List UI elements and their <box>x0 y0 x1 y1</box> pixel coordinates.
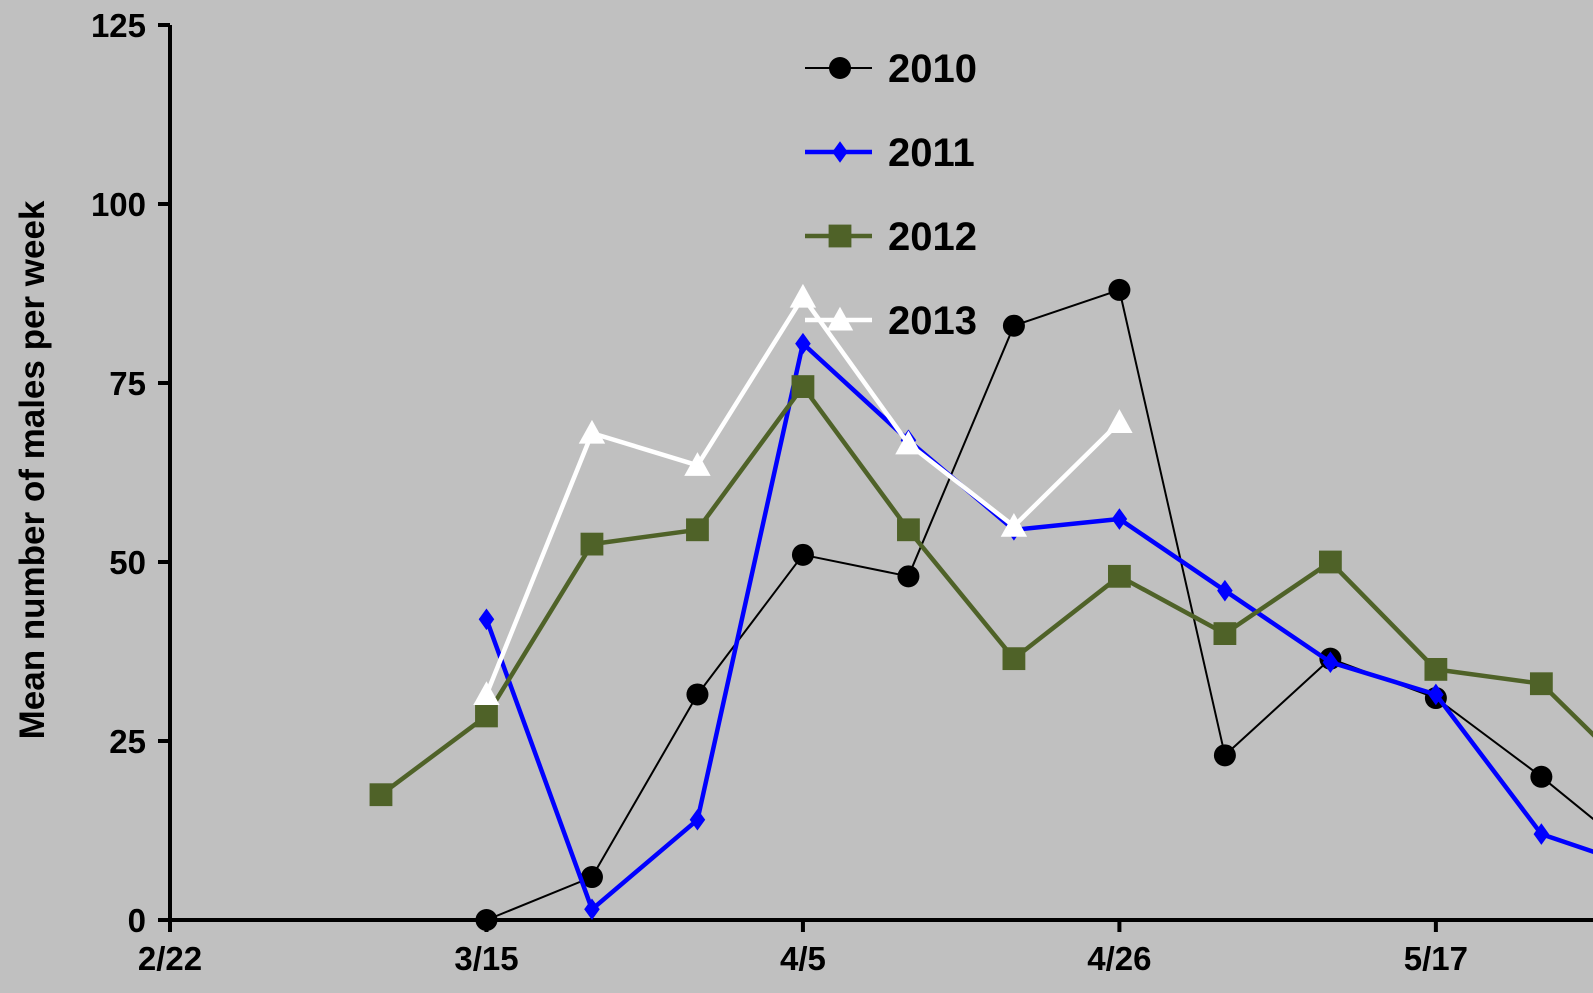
series-line-2010 <box>487 290 1593 920</box>
data-point-2010-4-19 <box>1003 315 1025 337</box>
series-layer <box>370 279 1593 931</box>
data-point-2010-5-3 <box>1214 744 1236 766</box>
y-axis-title: Mean number of males per week <box>13 200 52 739</box>
series-2012 <box>370 375 1593 820</box>
data-point-2011-3-15 <box>479 608 495 630</box>
data-point-2011-3-22 <box>584 898 600 920</box>
data-point-2013-4-26 <box>1106 409 1132 433</box>
data-point-2010-5-24 <box>1530 766 1552 788</box>
data-point-2012-4-26 <box>1108 565 1131 588</box>
data-point-2011-4-26 <box>1112 508 1128 530</box>
series-line-2011 <box>487 344 1593 910</box>
data-point-2010-3-29 <box>686 683 708 705</box>
x-tick-label-4-26: 4/26 <box>1087 940 1151 977</box>
legend-label-2010: 2010 <box>888 47 977 91</box>
legend: 2010 2011 2012 2013 <box>805 47 977 343</box>
x-tick-label-5-17: 5/17 <box>1404 940 1468 977</box>
x-tick-label-3-15: 3/15 <box>454 940 518 977</box>
legend-item-2010: 2010 <box>805 47 977 91</box>
data-point-2012-4-12 <box>897 518 920 541</box>
data-point-2012-3-22 <box>581 533 604 556</box>
y-tick-label-25: 25 <box>109 723 146 760</box>
series-line-2012 <box>381 387 1593 809</box>
data-point-2010-3-15 <box>475 909 497 931</box>
data-point-2012-3-8 <box>370 783 393 806</box>
y-tick-label-50: 50 <box>109 544 146 581</box>
data-point-2012-5-10 <box>1319 551 1342 574</box>
legend-label-2011: 2011 <box>888 131 975 175</box>
data-point-2013-3-15 <box>473 681 499 705</box>
y-tick-label-75: 75 <box>109 365 146 402</box>
data-point-2012-3-15 <box>475 705 498 728</box>
x-tick-label-4-5: 4/5 <box>780 940 826 977</box>
data-point-2012-4-5 <box>792 375 815 398</box>
legend-item-2012: 2012 <box>805 215 977 259</box>
data-point-2013-3-22 <box>579 420 605 444</box>
y-tick-label-100: 100 <box>91 186 146 223</box>
data-point-2012-4-19 <box>1003 647 1026 670</box>
data-point-2013-4-5 <box>790 284 816 308</box>
legend-label-2012: 2012 <box>888 215 977 259</box>
legend-marker-2010 <box>829 57 851 79</box>
y-tick-label-125: 125 <box>91 7 146 44</box>
data-point-2012-5-17 <box>1424 658 1447 681</box>
data-point-2010-4-12 <box>897 565 919 587</box>
series-2010 <box>475 279 1593 931</box>
x-tick-label-2-22: 2/22 <box>138 940 202 977</box>
data-point-2012-3-29 <box>686 518 709 541</box>
data-point-2012-5-3 <box>1214 622 1237 645</box>
series-2011 <box>479 333 1593 920</box>
series-line-2013 <box>487 297 1120 694</box>
data-point-2010-4-26 <box>1108 279 1130 301</box>
data-point-2011-5-3 <box>1217 580 1233 602</box>
legend-label-2013: 2013 <box>888 299 977 343</box>
legend-marker-2011 <box>832 141 848 163</box>
legend-item-2011: 2011 <box>805 131 975 175</box>
data-point-2012-5-24 <box>1530 672 1553 695</box>
data-point-2010-4-5 <box>792 544 814 566</box>
legend-marker-2012 <box>829 225 852 248</box>
y-tick-label-0: 0 <box>128 902 146 939</box>
